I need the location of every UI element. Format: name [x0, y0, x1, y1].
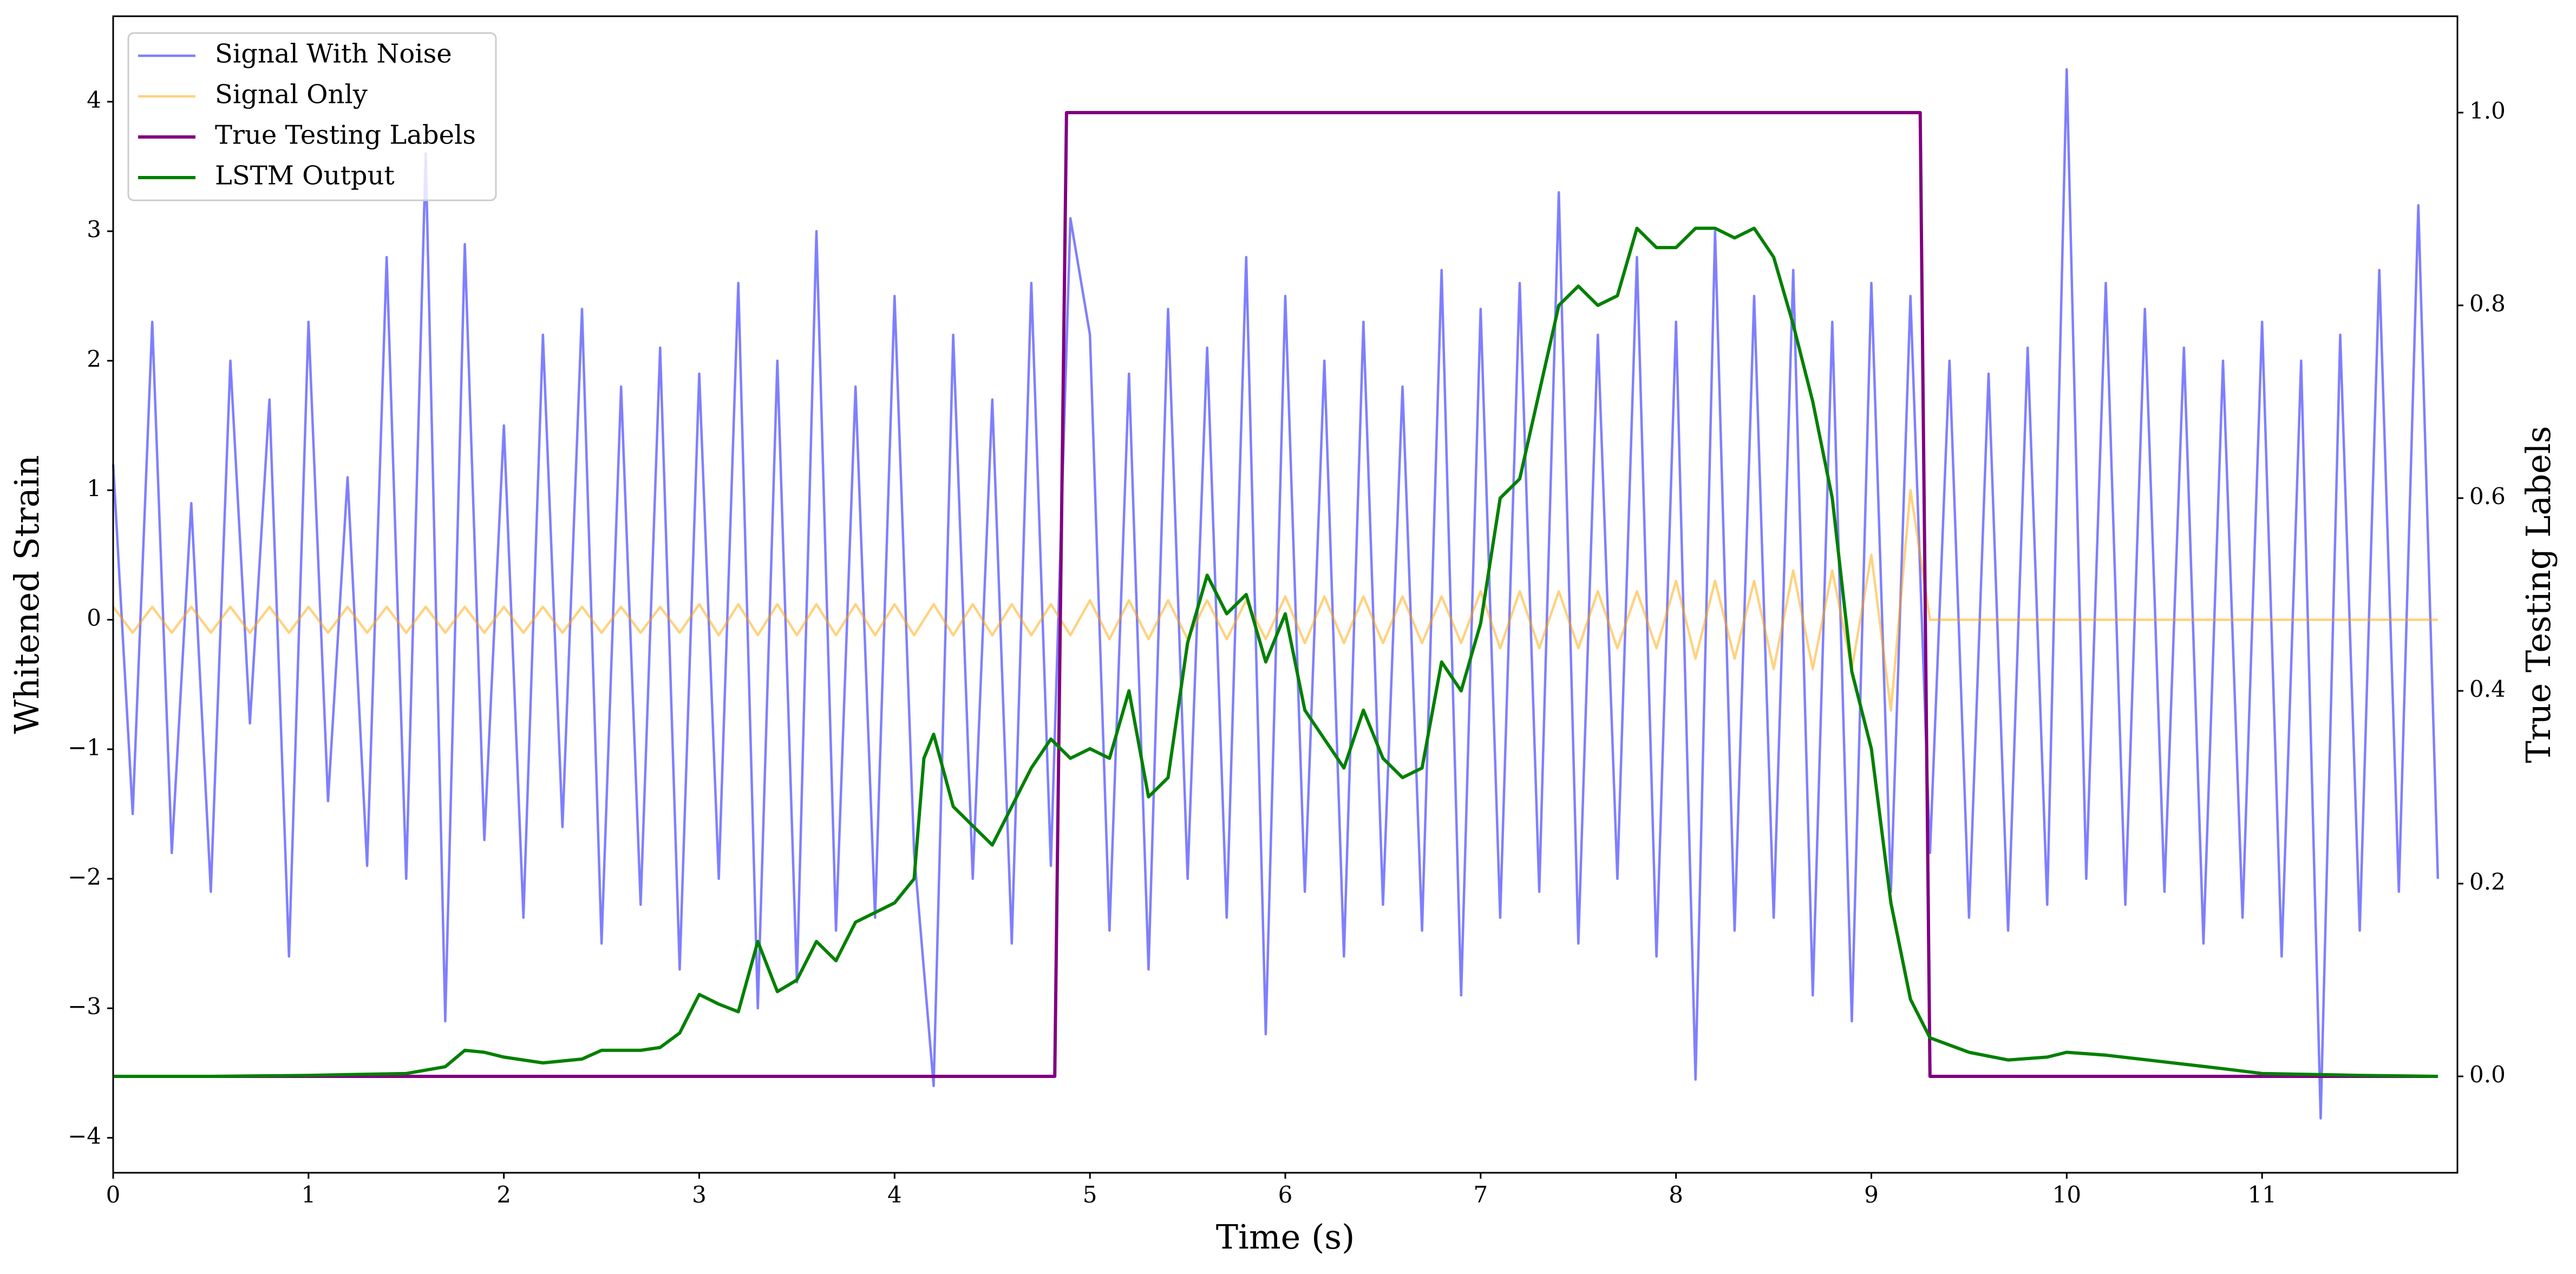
legend-label: True Testing Labels: [215, 120, 476, 151]
x-tick-label: 10: [2052, 1181, 2081, 1208]
plot-area: [112, 68, 2440, 1120]
y-tick-label: 0: [87, 605, 101, 631]
x-tick-label: 1: [301, 1181, 316, 1208]
series-line: [113, 226, 2438, 1078]
x-tick-label: 0: [106, 1181, 121, 1208]
y-tick-label: −2: [68, 864, 101, 890]
y2-tick-label: 0.2: [2469, 868, 2506, 895]
x-tick-label: 7: [1473, 1181, 1488, 1208]
y-axis-label: Whitened Strain: [7, 455, 47, 734]
x-tick-label: 9: [1864, 1181, 1879, 1208]
y-tick-label: −4: [68, 1122, 101, 1149]
legend-label: Signal With Noise: [215, 39, 452, 69]
series-line: [112, 489, 2438, 712]
series-line: [112, 68, 2440, 1120]
y2-tick-label: 1.0: [2469, 97, 2506, 124]
legend-label: LSTM Output: [215, 161, 395, 191]
y-tick-label: −1: [68, 734, 101, 761]
x-tick-label: 2: [496, 1181, 511, 1208]
x-tick-label: 8: [1669, 1181, 1683, 1208]
x-tick-label: 3: [692, 1181, 707, 1208]
x-tick-label: 4: [887, 1181, 902, 1208]
y2-tick-label: 0.0: [2469, 1061, 2506, 1088]
y2-tick-label: 0.6: [2469, 483, 2506, 509]
legend-label: Signal Only: [215, 80, 368, 110]
y2-axis-label: True Testing Labels: [2519, 426, 2558, 763]
y-tick-label: 3: [87, 216, 101, 243]
x-axis-label: Time (s): [1216, 1217, 1355, 1257]
legend-box: [127, 32, 497, 201]
legend: Signal With Noise Signal Only True Testing…: [127, 32, 497, 201]
x-tick-label: 5: [1083, 1181, 1097, 1208]
y2-tick-label: 0.8: [2469, 290, 2506, 317]
y2-tick-label: 0.4: [2469, 676, 2506, 702]
y-tick-label: 4: [87, 87, 101, 113]
series-line: [113, 111, 2438, 1078]
x-tick-label: 6: [1278, 1181, 1293, 1208]
y-tick-label: 1: [87, 475, 101, 501]
y-tick-label: −3: [68, 993, 101, 1020]
y-tick-label: 2: [87, 345, 101, 372]
x-tick-label: 11: [2247, 1181, 2276, 1208]
